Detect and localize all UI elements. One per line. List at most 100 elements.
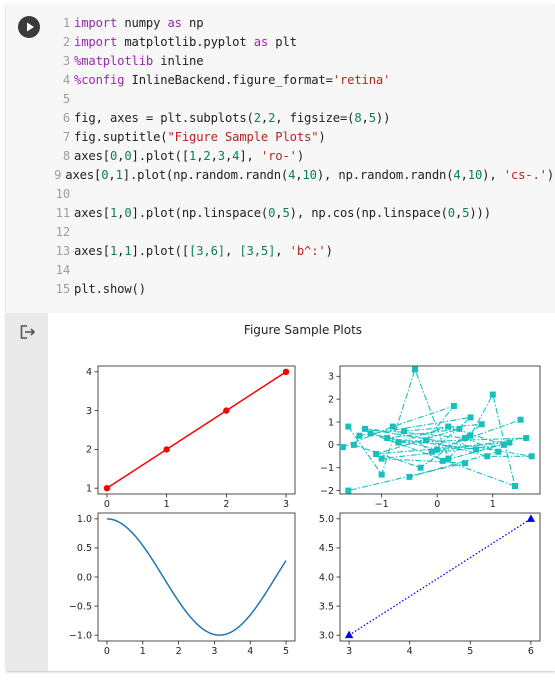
code-token: 1 xyxy=(189,149,197,163)
code-token: 4 xyxy=(453,168,461,182)
code-line[interactable]: 1 import numpy as np xyxy=(54,14,554,33)
output-arrow-icon[interactable] xyxy=(20,325,36,339)
data-point xyxy=(345,423,352,430)
code-line[interactable]: 11 axes[1, 0].plot(np.linspace(0, 5), np.co… xyxy=(54,204,554,223)
data-point xyxy=(462,435,468,441)
code-token: ].plot(np.random.randn( xyxy=(122,168,289,182)
code-token: 1 xyxy=(109,206,118,220)
code-token: 10 xyxy=(302,168,317,182)
code-token: fig.suptitle( xyxy=(74,130,168,144)
output-area: Figure Sample Plots 0 1 2 3 1 2 3 4 −1 0 1 3 2 1 0 −1 −2… xyxy=(6,313,555,671)
data-point xyxy=(495,448,502,455)
x-tick-label: 3 xyxy=(283,499,289,510)
y-tick-label: 0.5 xyxy=(77,543,92,554)
play-icon xyxy=(27,22,34,32)
code-line[interactable]: 14 xyxy=(54,261,554,280)
code-editor[interactable]: 1 import numpy as np 2 import matplotlib.py… xyxy=(54,14,554,299)
data-point xyxy=(373,451,380,457)
code-line[interactable]: 3 %matplotlib inline xyxy=(54,52,554,71)
line-number: 1 xyxy=(62,16,70,30)
code-token: )) xyxy=(375,111,391,125)
code-line[interactable]: 2 import matplotlib.pyplot as plt xyxy=(54,33,554,52)
code-line[interactable]: 4 %config InlineBackend.figure_format='re… xyxy=(54,71,554,90)
subplot-2: −1 0 1 3 2 1 0 −1 −2 xyxy=(320,365,541,510)
code-line[interactable]: 13 axes[1, 1].plot([[3,6], [3,5], 'b^:') xyxy=(54,242,554,261)
code-token: ) xyxy=(296,149,304,163)
code-token: ], xyxy=(239,149,261,163)
code-token: 'ro-' xyxy=(260,149,297,163)
subplot-3: 0 1 2 3 4 5 1.0 0.5 0.0 −0.5 −1.0 xyxy=(69,512,296,657)
code-token: np xyxy=(181,16,204,30)
code-line[interactable]: 7 fig.suptitle("Figure Sample Plots") xyxy=(54,128,554,147)
x-tick-label: 3 xyxy=(346,646,352,657)
line-number: 9 xyxy=(54,168,62,182)
data-point xyxy=(445,455,452,462)
code-token: 0 xyxy=(124,206,132,220)
code-token: 3 xyxy=(217,149,225,163)
code-token: , xyxy=(117,149,125,163)
code-line[interactable]: 15 plt.show() xyxy=(54,280,554,299)
series-line xyxy=(347,367,521,487)
data-point xyxy=(367,430,374,437)
data-point xyxy=(517,416,524,423)
data-point xyxy=(512,483,518,489)
code-token: 0 xyxy=(101,168,109,182)
line-number: 6 xyxy=(62,111,70,125)
series-line xyxy=(106,371,287,489)
data-point xyxy=(523,435,530,441)
line-number: 3 xyxy=(62,54,70,68)
code-line[interactable]: 10 xyxy=(54,185,554,204)
data-point xyxy=(489,391,496,398)
code-token: axes[ xyxy=(74,206,110,220)
x-tick-label: 3 xyxy=(211,646,217,657)
run-cell-button[interactable] xyxy=(18,16,40,38)
data-point xyxy=(473,446,480,453)
series-line xyxy=(348,416,527,492)
code-token: plt.show() xyxy=(74,282,146,296)
code-token: 0 xyxy=(109,149,118,163)
code-token: ), np.random.randn( xyxy=(316,168,454,182)
code-token: , xyxy=(196,149,204,163)
data-point xyxy=(350,441,357,448)
code-token: , xyxy=(260,111,269,125)
x-tick-label: 4 xyxy=(247,646,253,657)
subplot-4: 3 4 5 6 5.0 4.5 4.0 3.5 3.0 xyxy=(319,512,541,657)
code-line[interactable]: 9 axes[0, 1].plot(np.random.randn(4, 10), n… xyxy=(54,166,554,185)
cell-gutter xyxy=(6,4,48,671)
data-point xyxy=(103,484,111,492)
code-token: fig, axes = plt.subplots( xyxy=(74,111,254,125)
code-token: ].plot([ xyxy=(131,244,190,258)
code-line[interactable]: 8 axes[0, 0].plot([1, 2, 3, 4], 'ro-') xyxy=(54,147,554,166)
code-line[interactable]: 12 xyxy=(54,223,554,242)
code-token: ), np.cos(np.linspace( xyxy=(289,206,448,220)
code-cell[interactable]: 1 import numpy as np 2 import matplotlib.py… xyxy=(6,4,555,671)
axes-frame xyxy=(97,365,296,495)
code-token: axes[ xyxy=(65,168,102,182)
y-tick-label: −1.0 xyxy=(69,630,92,641)
code-token: 5 xyxy=(282,206,290,220)
y-tick-label: 3.0 xyxy=(319,630,334,641)
figure: Figure Sample Plots 0 1 2 3 1 2 3 4 −1 0 1 3 2 1 0 −1 −2… xyxy=(48,313,555,675)
code-line[interactable]: 5 xyxy=(54,90,554,109)
code-line[interactable]: 6 fig, axes = plt.subplots(2, 2, figsize=(… xyxy=(54,109,554,128)
code-token: , figsize=( xyxy=(275,111,355,125)
y-tick-label: 0 xyxy=(328,440,334,451)
code-token: , xyxy=(295,168,303,182)
y-tick-label: 3 xyxy=(328,372,334,383)
code-token: 10 xyxy=(467,168,483,182)
data-point xyxy=(434,446,441,453)
y-tick-label: 4.5 xyxy=(319,543,334,554)
code-token: 1 xyxy=(109,244,118,258)
y-tick-label: −2 xyxy=(320,486,334,497)
output-gutter xyxy=(6,313,48,671)
code-token: axes[ xyxy=(74,244,110,258)
code-token: , xyxy=(108,168,116,182)
data-point xyxy=(362,425,368,432)
data-point xyxy=(500,441,507,448)
code-token: , xyxy=(361,111,369,125)
x-tick-label: 5 xyxy=(467,646,473,657)
line-number: 14 xyxy=(55,263,71,277)
x-tick-label: −1 xyxy=(375,499,389,510)
x-tick-label: 2 xyxy=(176,646,182,657)
x-tick-label: 2 xyxy=(223,499,229,510)
